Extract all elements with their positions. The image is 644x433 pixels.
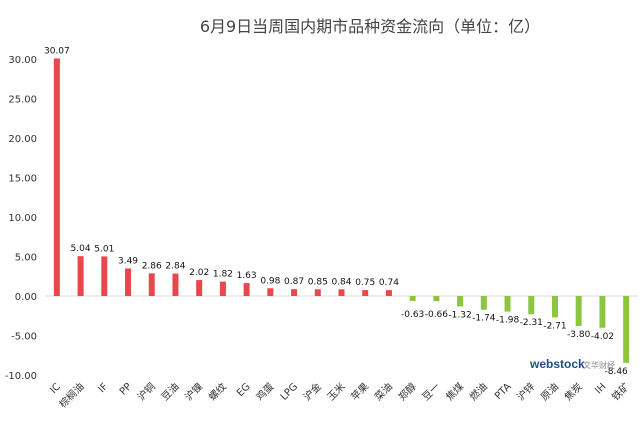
data-label: 2.02 xyxy=(189,268,209,278)
x-tick-label: 菜油 xyxy=(372,380,395,403)
y-tick-label: 25.00 xyxy=(8,95,37,106)
y-tick-label: 0.00 xyxy=(15,292,37,303)
data-label: 0.98 xyxy=(260,276,280,286)
bar xyxy=(148,273,155,296)
bar xyxy=(267,288,274,296)
bar xyxy=(196,280,203,296)
data-label: 0.74 xyxy=(379,278,399,288)
x-tick-label: 沪镍 xyxy=(182,380,205,403)
data-label: -1.32 xyxy=(448,310,471,320)
data-label: 3.49 xyxy=(118,256,138,266)
x-tick-label: 鸡蛋 xyxy=(253,380,276,403)
data-label: -2.31 xyxy=(520,318,543,328)
x-tick-label: IC xyxy=(48,381,63,396)
data-label: 0.75 xyxy=(355,278,375,288)
x-tick-label: 焦炭 xyxy=(561,380,584,403)
x-tick-label: 燃油 xyxy=(467,380,490,403)
x-tick-label: 豆油 xyxy=(158,380,181,403)
data-label: -3.80 xyxy=(567,330,591,340)
bar xyxy=(101,256,108,296)
data-label: -2.71 xyxy=(543,321,566,331)
x-tick-label: 焦煤 xyxy=(443,380,466,403)
x-tick-label: 沪铜 xyxy=(135,380,158,403)
y-axis: 30.00 25.00 20.00 15.00 10.00 5.00 0.00 -5.00 -1… xyxy=(5,55,37,382)
x-tick-label: EG xyxy=(235,381,253,399)
data-label: -1.74 xyxy=(472,314,496,324)
bar xyxy=(599,296,606,328)
data-label: 0.87 xyxy=(284,277,304,287)
bar xyxy=(409,296,416,301)
data-label: -0.63 xyxy=(401,310,424,320)
x-tick-label: 郑醇 xyxy=(395,380,418,403)
x-tick-label: IH xyxy=(593,381,608,396)
watermark-sub: 文华财经 xyxy=(583,360,615,370)
x-tick-label: 沪锌 xyxy=(514,380,537,403)
bar xyxy=(291,289,298,296)
x-tick-label: PTA xyxy=(493,381,514,402)
bar xyxy=(53,58,60,297)
y-tick-label: 10.00 xyxy=(8,213,37,224)
x-tick-label: 沪金 xyxy=(301,380,324,403)
data-label: -4.02 xyxy=(591,332,614,342)
data-label: -0.66 xyxy=(425,310,449,320)
bar xyxy=(385,290,392,296)
x-tick-label: PP xyxy=(118,381,134,397)
bar-series xyxy=(53,58,630,363)
y-tick-label: -10.00 xyxy=(5,371,37,382)
y-tick-label: 15.00 xyxy=(8,174,37,185)
x-tick-label: 原油 xyxy=(538,380,561,403)
x-tick-label: 螺纹 xyxy=(206,380,229,403)
data-label: 0.85 xyxy=(308,277,328,287)
y-tick-label: -5.00 xyxy=(11,332,37,343)
bar xyxy=(528,296,535,315)
data-label: 2.84 xyxy=(165,262,185,272)
x-tick-label: 玉米 xyxy=(324,380,347,403)
bar xyxy=(314,289,321,296)
x-tick-label: 苹果 xyxy=(348,380,371,403)
x-tick-label: 豆一 xyxy=(420,381,443,404)
x-tick-label: LPG xyxy=(279,381,300,402)
y-tick-label: 20.00 xyxy=(8,134,37,145)
data-label: -8.46 xyxy=(604,367,628,377)
bar xyxy=(457,296,464,307)
data-label: 5.01 xyxy=(94,244,114,254)
bar xyxy=(504,296,511,312)
data-label: 1.82 xyxy=(213,270,233,280)
data-labels: 30.07 5.04 5.01 3.49 2.86 2.84 2.02 1.82 1.630.9… xyxy=(44,46,628,376)
bar xyxy=(480,296,487,310)
bar xyxy=(219,281,226,296)
bar xyxy=(433,296,440,302)
data-label: -1.98 xyxy=(496,316,520,326)
chart-title: 6月9日当周国内期市品种资金流向（单位：亿） xyxy=(200,17,540,36)
data-label: 5.04 xyxy=(71,244,91,254)
bar xyxy=(551,296,558,318)
bar xyxy=(623,296,630,363)
x-tick-label: 棕榈油 xyxy=(56,380,86,410)
watermark-brand: webstock xyxy=(529,357,585,371)
x-tick-label: IF xyxy=(96,381,110,395)
data-label: 30.07 xyxy=(44,46,70,56)
watermark-logo: webstock 文华财经 xyxy=(529,357,615,371)
bar xyxy=(172,273,179,296)
bar xyxy=(243,283,250,296)
bar xyxy=(362,290,369,296)
data-label: 1.63 xyxy=(237,271,257,281)
data-label: 2.86 xyxy=(142,261,162,271)
y-tick-label: 30.00 xyxy=(8,55,37,66)
y-tick-label: 5.00 xyxy=(15,253,37,264)
bar xyxy=(575,296,582,327)
bar xyxy=(338,289,345,296)
bar xyxy=(125,268,132,296)
bar xyxy=(77,256,84,296)
data-label: 0.84 xyxy=(331,277,351,287)
x-tick-label: 铁矿 xyxy=(609,380,632,403)
